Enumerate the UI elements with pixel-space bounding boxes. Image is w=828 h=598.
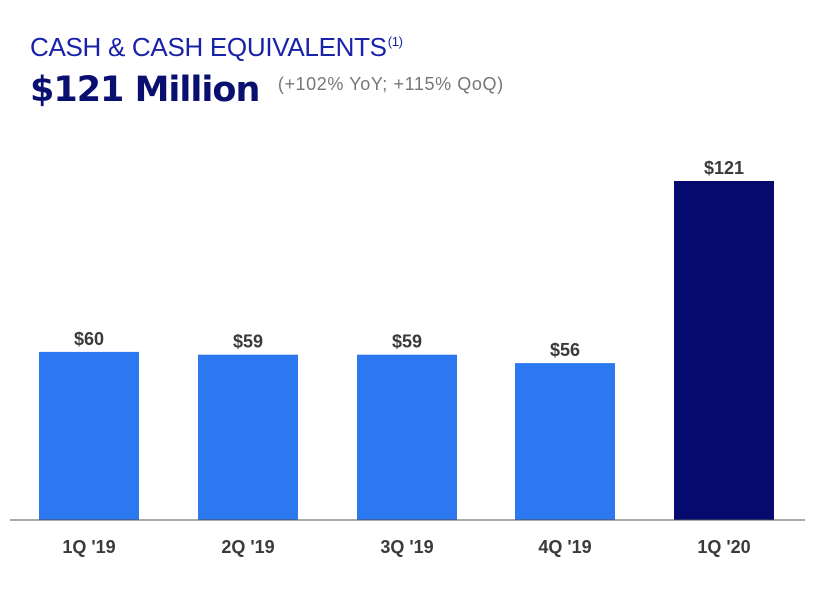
- category-tick-label: 2Q '19: [221, 537, 274, 557]
- headline-value: $121 Million: [30, 70, 260, 110]
- chart-title-text: CASH & CASH EQUIVALENTS: [30, 32, 387, 62]
- bar-value-label: $59: [233, 332, 263, 352]
- bars-group: [39, 181, 774, 520]
- category-tick-label: 1Q '19: [62, 537, 115, 557]
- growth-note: (+102% YoY; +115% QoQ): [277, 73, 504, 94]
- bar-2q-19: [198, 354, 298, 520]
- category-tick-label: 4Q '19: [538, 537, 591, 557]
- value-labels-group: $60 $59 $59 $56 $121: [74, 158, 744, 360]
- footnote-marker: (1): [387, 34, 403, 49]
- category-tick-label: 1Q '20: [697, 537, 750, 557]
- bar-1q-19: [39, 351, 139, 520]
- bar-value-label: $56: [550, 340, 580, 360]
- bar-1q-20: [674, 181, 774, 520]
- category-tick-label: 3Q '19: [380, 537, 433, 557]
- chart-title: CASH & CASH EQUIVALENTS(1): [30, 32, 403, 63]
- bar-value-label: $121: [704, 158, 744, 178]
- bar-value-label: $59: [392, 332, 422, 352]
- category-labels-group: 1Q '19 2Q '19 3Q '19 4Q '19 1Q '20: [62, 537, 750, 557]
- bar-4q-19: [515, 363, 615, 520]
- headline-row: $121 Million (+102% YoY; +115% QoQ): [30, 70, 504, 110]
- bar-value-label: $60: [74, 329, 104, 349]
- bar-3q-19: [357, 354, 457, 520]
